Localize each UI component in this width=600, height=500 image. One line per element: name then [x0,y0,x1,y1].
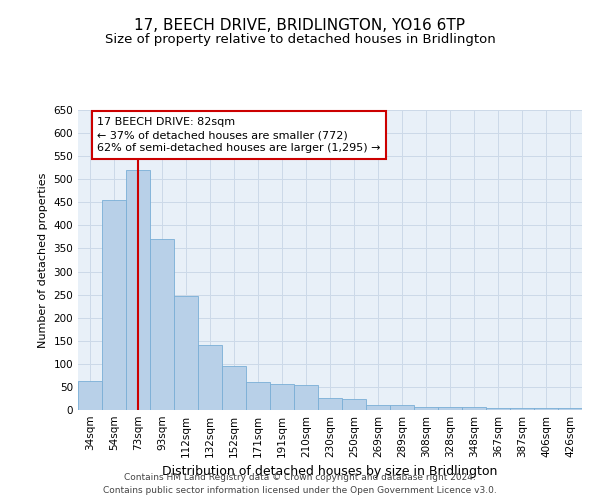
Text: 17, BEECH DRIVE, BRIDLINGTON, YO16 6TP: 17, BEECH DRIVE, BRIDLINGTON, YO16 6TP [134,18,466,32]
Bar [222,366,246,410]
Bar [78,382,102,410]
Bar [150,239,174,410]
Bar [414,407,438,410]
Bar [294,384,318,410]
X-axis label: Distribution of detached houses by size in Bridlington: Distribution of detached houses by size … [163,466,497,478]
Bar [126,170,150,410]
Bar [198,346,222,410]
Bar [174,296,198,410]
Bar [342,400,366,410]
Bar [510,408,534,410]
Text: Contains HM Land Registry data © Crown copyright and database right 2024.
Contai: Contains HM Land Registry data © Crown c… [103,474,497,495]
Bar [462,407,486,410]
Bar [246,382,270,410]
Text: 17 BEECH DRIVE: 82sqm
← 37% of detached houses are smaller (772)
62% of semi-det: 17 BEECH DRIVE: 82sqm ← 37% of detached … [97,117,381,154]
Y-axis label: Number of detached properties: Number of detached properties [38,172,48,348]
Bar [390,405,414,410]
Bar [438,407,462,410]
Text: Size of property relative to detached houses in Bridlington: Size of property relative to detached ho… [104,32,496,46]
Bar [318,398,342,410]
Bar [102,200,126,410]
Bar [366,406,390,410]
Bar [270,384,294,410]
Bar [558,408,582,410]
Bar [534,408,558,410]
Bar [486,408,510,410]
